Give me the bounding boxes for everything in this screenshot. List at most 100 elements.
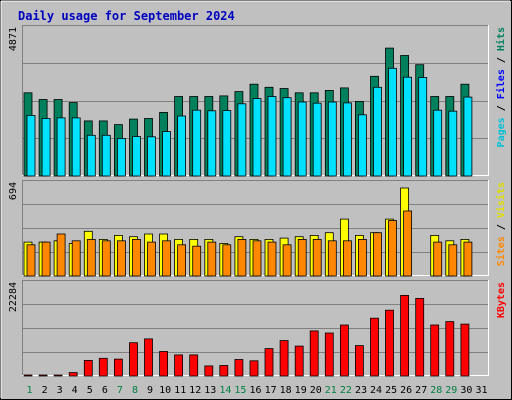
- legend-hits-files: Pages / Files / Hits: [495, 27, 507, 147]
- bar-sites-day-4: [71, 240, 81, 277]
- bar-sites-day-21: [327, 240, 337, 277]
- bar-kbytes-day-5: [83, 359, 93, 377]
- bar-kbytes-day-10: [159, 351, 169, 377]
- x-tick-label: 21: [325, 385, 337, 396]
- bar-files-day-3: [56, 117, 66, 177]
- legend-entry: Hits: [495, 27, 507, 51]
- bar-sites-day-20: [312, 238, 322, 277]
- bar-files-day-15: [237, 103, 247, 177]
- bar-kbytes-day-11: [174, 354, 184, 377]
- bar-sites-day-1: [26, 244, 36, 277]
- legend-separator: /: [496, 99, 507, 117]
- bar-files-day-13: [207, 110, 217, 177]
- bar-sites-day-10: [162, 240, 172, 277]
- panel-kbytes: 22284 KBytes: [8, 280, 507, 377]
- legend-entry: /: [496, 218, 507, 236]
- bar-files-day-12: [192, 109, 202, 177]
- bar-kbytes-day-25: [385, 309, 394, 377]
- bar-kbytes-day-13: [204, 365, 214, 377]
- bar-files-day-29: [448, 110, 458, 177]
- bar-kbytes-day-12: [189, 354, 199, 377]
- bar-kbytes-day-4: [68, 372, 78, 377]
- bar-kbytes-day-21: [324, 332, 334, 377]
- bar-sites-day-9: [147, 241, 156, 277]
- x-tick-label: 15: [234, 385, 246, 396]
- legend-entry: Sites: [495, 236, 507, 266]
- x-tick-label: 9: [147, 385, 153, 396]
- bar-kbytes-day-24: [370, 317, 379, 377]
- bar-sites-day-14: [222, 244, 232, 277]
- bar-files-day-14: [222, 110, 232, 177]
- y-max-label: 22284: [8, 282, 19, 312]
- bar-kbytes-day-29: [445, 321, 455, 377]
- bar-files-day-17: [267, 96, 277, 177]
- bar-kbytes-day-7: [114, 358, 123, 377]
- panel-hits-files: 4871 Pages / Files / Hits: [8, 25, 507, 177]
- bar-kbytes-day-17: [264, 348, 274, 377]
- y-max-label: 4871: [8, 27, 19, 51]
- bar-kbytes-day-1: [23, 374, 33, 377]
- bar-sites-day-29: [448, 244, 458, 277]
- bar-sites-day-19: [297, 238, 307, 277]
- bar-kbytes-day-14: [219, 365, 229, 377]
- bar-kbytes-day-27: [415, 297, 425, 377]
- x-tick-label: 14: [219, 385, 231, 396]
- legend-entry: Visits: [495, 182, 507, 218]
- bar-kbytes-day-3: [53, 374, 63, 377]
- legend-separator: /: [496, 51, 507, 69]
- legend-kbytes: KBytes: [496, 282, 507, 318]
- bar-sites-day-25: [388, 220, 397, 277]
- x-tick-label: 2: [42, 385, 48, 396]
- bar-kbytes-day-18: [279, 340, 289, 377]
- x-tick-label: 30: [460, 385, 472, 396]
- bar-kbytes-day-9: [144, 338, 153, 377]
- legend-entry: Pages: [496, 117, 507, 147]
- bar-files-day-24: [373, 86, 382, 177]
- bar-files-day-27: [418, 77, 428, 177]
- legend-visits-sites: Sites / Visits: [495, 182, 507, 266]
- x-tick-label: 3: [57, 385, 63, 396]
- bar-files-day-10: [162, 131, 172, 177]
- x-tick-label: 26: [400, 385, 412, 396]
- bar-files-day-11: [177, 115, 187, 177]
- bar-kbytes-day-8: [129, 342, 138, 377]
- bar-files-day-30: [463, 96, 473, 177]
- bar-files-day-26: [403, 76, 413, 177]
- bar-kbytes-day-6: [98, 357, 108, 377]
- bar-sites-day-26: [403, 210, 413, 277]
- x-tick-label: 7: [117, 385, 123, 396]
- x-tick-label: 12: [189, 385, 201, 396]
- x-tick-label: 5: [87, 385, 93, 396]
- bar-sites-day-24: [373, 232, 382, 277]
- x-tick-label: 4: [72, 385, 78, 396]
- bar-files-day-22: [342, 102, 352, 177]
- bar-kbytes-day-20: [309, 330, 319, 377]
- bar-files-day-1: [26, 115, 36, 177]
- bar-sites-day-17: [267, 241, 277, 277]
- x-tick-label: 13: [204, 385, 216, 396]
- x-tick-label: 17: [265, 385, 277, 396]
- bar-files-day-25: [388, 67, 397, 177]
- x-tick-label: 31: [475, 385, 487, 396]
- bar-kbytes-day-28: [430, 324, 440, 377]
- x-axis-labels: 1 2 3 4 5 6 7 8 9 10 11 12 13 14 15 16 17 18 19 20 21 22 23 24 2…: [26, 385, 487, 396]
- bar-sites-day-11: [177, 244, 187, 277]
- bar-sites-day-28: [433, 241, 443, 277]
- bar-sites-day-6: [101, 240, 111, 277]
- bar-files-day-5: [86, 134, 96, 177]
- x-tick-label: 28: [430, 385, 442, 396]
- bar-kbytes-day-2: [38, 374, 48, 377]
- bar-sites-day-7: [117, 240, 126, 277]
- bar-sites-day-13: [207, 241, 217, 277]
- bar-kbytes-day-26: [400, 294, 410, 377]
- bar-files-day-20: [312, 102, 322, 177]
- x-tick-label: 6: [102, 385, 108, 396]
- bar-sites-day-30: [463, 241, 473, 277]
- bar-files-day-19: [297, 101, 307, 177]
- x-tick-label: 19: [295, 385, 307, 396]
- x-tick-label: 1: [26, 385, 32, 396]
- x-tick-label: 18: [280, 385, 292, 396]
- x-tick-label: 23: [355, 385, 367, 396]
- x-tick-label: 16: [249, 385, 261, 396]
